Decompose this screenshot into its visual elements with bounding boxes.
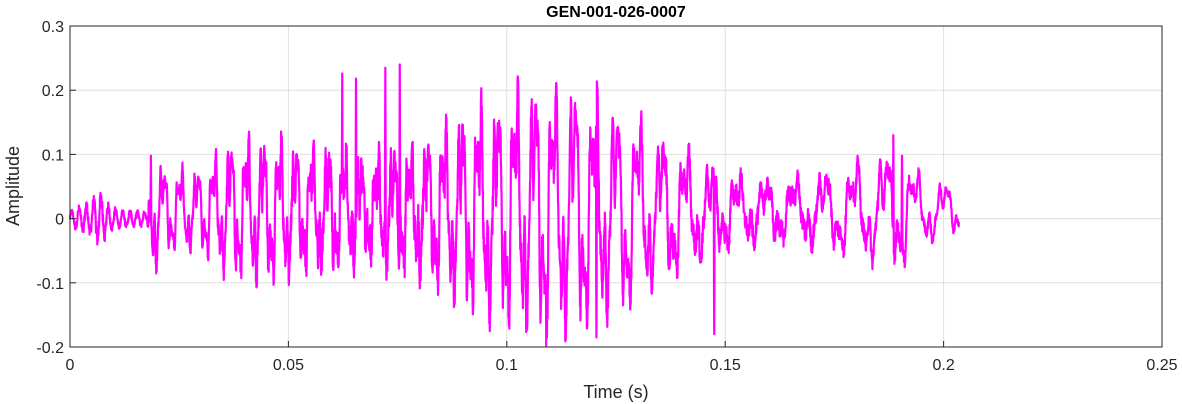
y-tick-label: 0.1: [42, 147, 64, 164]
y-tick-label: -0.1: [36, 276, 64, 293]
x-tick-label: 0.05: [273, 357, 304, 374]
signal-layer: [68, 63, 960, 347]
waveform-line: [68, 63, 960, 347]
plot-frame: [69, 25, 1163, 348]
x-tick-label: 0: [66, 357, 75, 374]
y-tick-label: -0.2: [36, 340, 64, 357]
x-tick-label: 0.1: [496, 357, 518, 374]
x-axis-label: Time (s): [583, 382, 648, 402]
y-tick-label: 0: [55, 212, 64, 229]
y-tick-label: 0.2: [42, 83, 64, 100]
x-tick-label: 0.15: [710, 357, 741, 374]
ticks: 0 0.05 0.1 0.15 0.2 0.25 -0.2 -0.1 0 0.1 0.2 0.3: [36, 19, 1177, 374]
y-tick-label: 0.3: [42, 19, 64, 36]
chart-title: GEN-001-026-0007: [546, 4, 686, 21]
x-tick-label: 0.2: [932, 357, 954, 374]
y-axis-label: Amplitude: [3, 146, 23, 226]
x-tick-label: 0.25: [1146, 357, 1177, 374]
